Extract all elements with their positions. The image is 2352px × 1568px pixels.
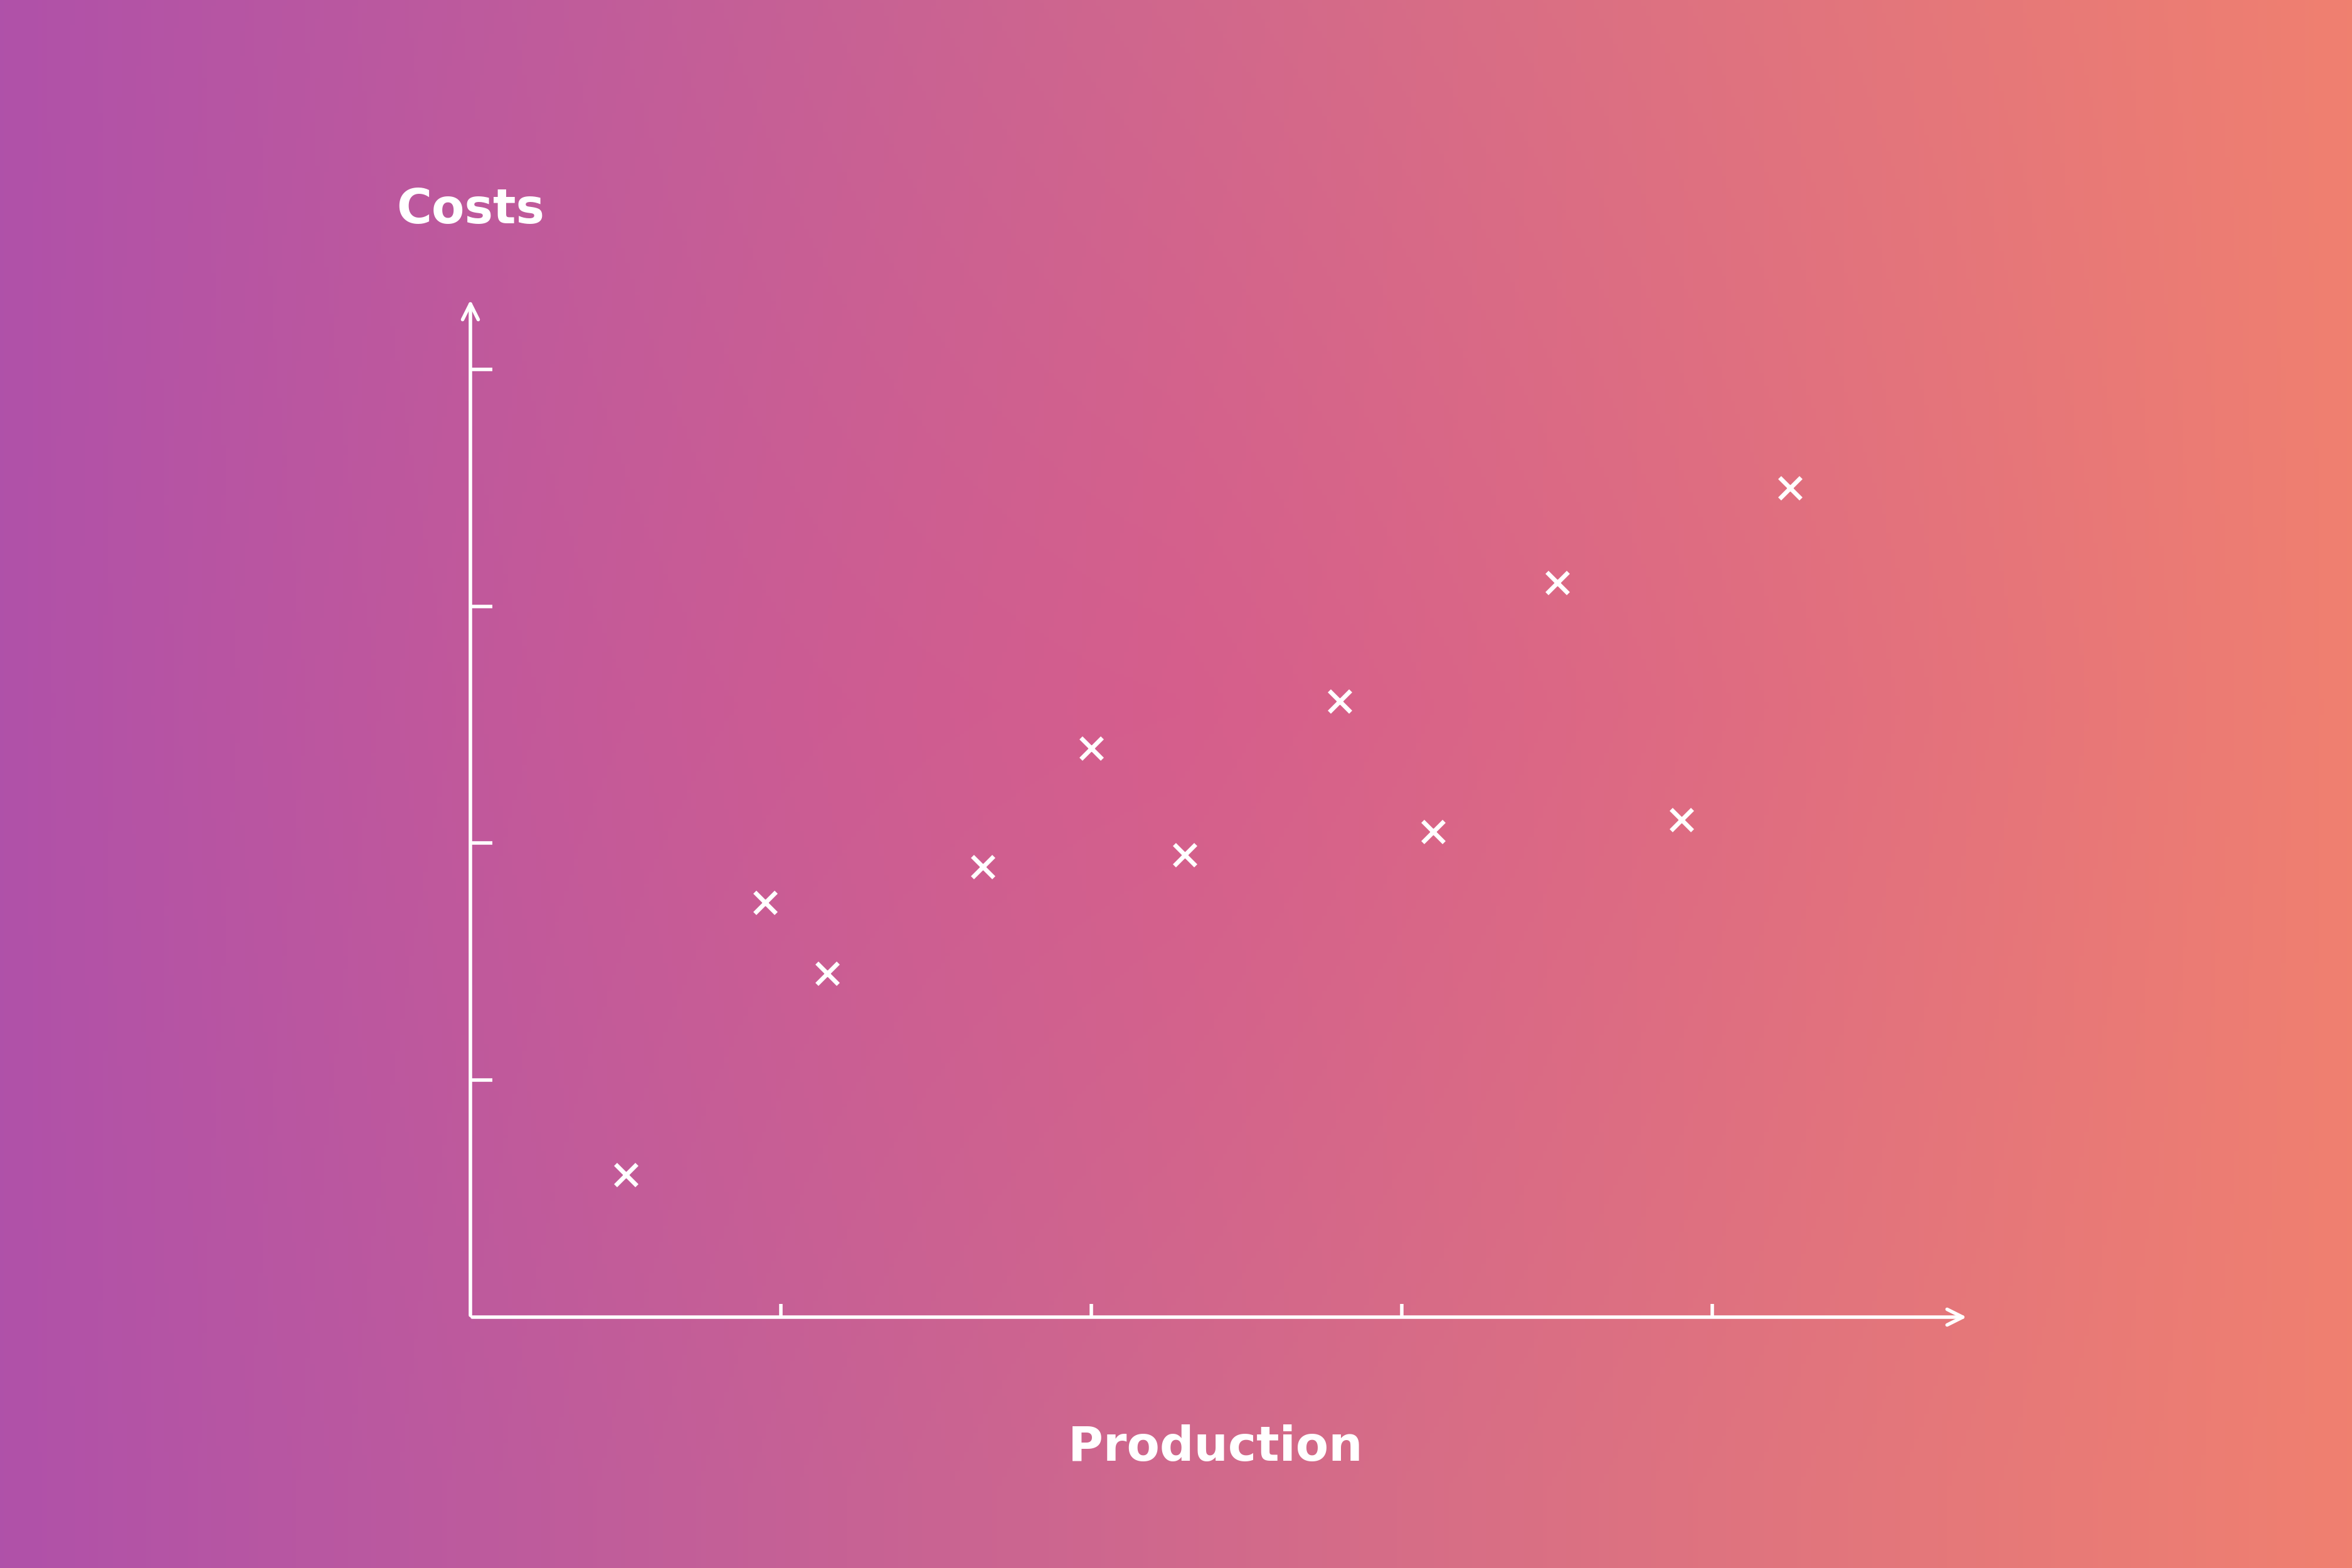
Point [1414, 818, 1451, 844]
Point [1538, 571, 1576, 596]
Point [607, 1162, 644, 1187]
Point [964, 855, 1002, 880]
Point [746, 891, 783, 916]
Point [1322, 688, 1359, 713]
Point [1663, 808, 1700, 833]
Text: Costs: Costs [397, 187, 543, 234]
Point [809, 961, 847, 986]
Point [1771, 475, 1809, 500]
Text: Production: Production [1068, 1424, 1362, 1471]
Point [1073, 735, 1110, 760]
Point [1167, 842, 1204, 867]
